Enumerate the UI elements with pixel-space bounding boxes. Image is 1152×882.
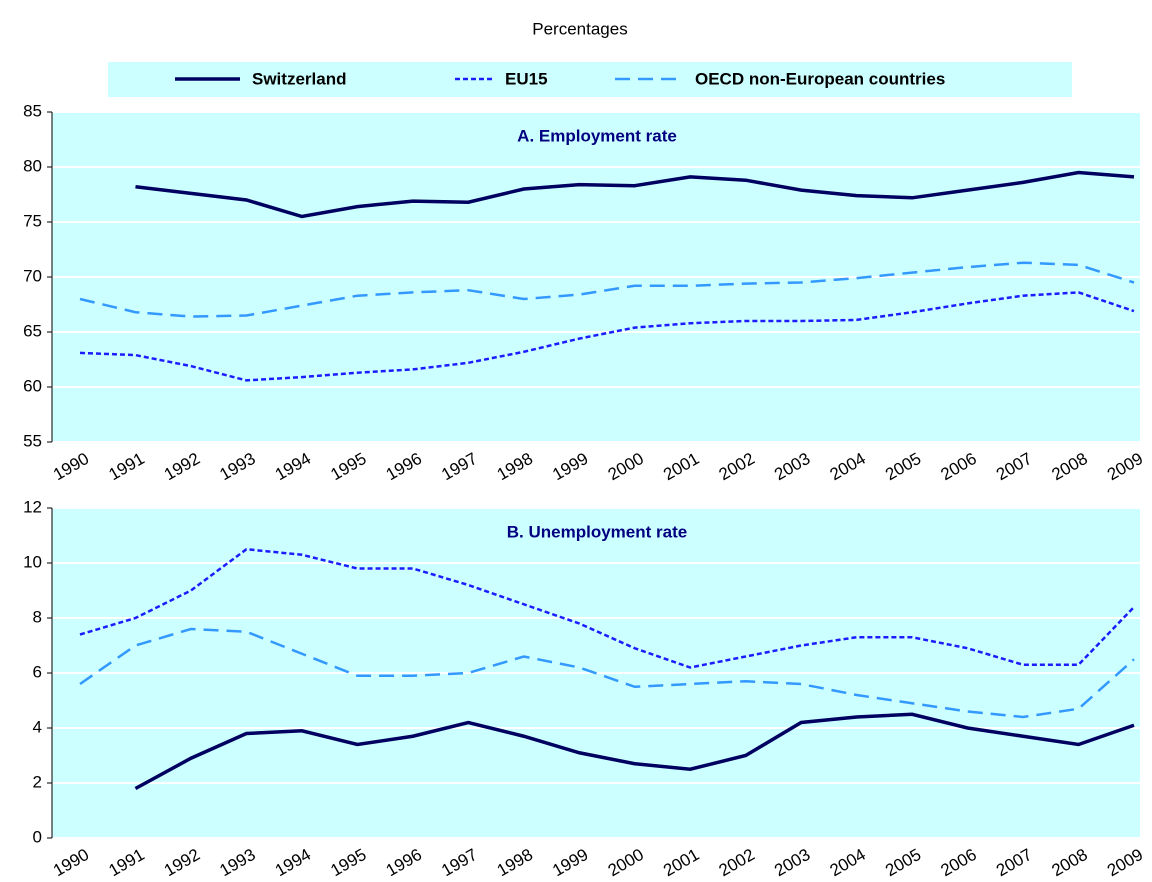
x-tick-label: 1998 [494,845,536,880]
y-tick-label: 10 [23,552,42,571]
x-tick-label: 2007 [993,845,1035,880]
x-tick-label: 2009 [1104,449,1146,484]
x-tick-label: 2003 [771,845,813,880]
y-tick-label: 2 [33,772,42,791]
x-tick-label: 1990 [50,449,92,484]
x-tick-label: 1991 [105,449,147,484]
series-line [79,291,1135,382]
x-tick-label: 1997 [438,845,480,880]
x-tick-label: 2001 [660,449,702,484]
x-tick-label: 1990 [50,845,92,880]
x-tick-label: 1993 [216,845,258,880]
series-line [134,712,1135,791]
legend-label: OECD non-European countries [695,69,945,88]
series-line [79,261,1135,318]
x-tick-label: 2006 [938,449,980,484]
legend-label: Switzerland [252,69,346,88]
x-tick-label: 2009 [1104,845,1146,880]
legend-box [108,62,1072,97]
y-tick-label: 65 [23,321,42,340]
y-tick-label: 85 [23,101,42,120]
series-line [79,547,1135,669]
x-tick-label: 2002 [716,845,758,880]
x-tick-label: 1998 [494,449,536,484]
x-tick-label: 1994 [272,449,314,484]
legend-label: EU15 [505,69,548,88]
x-tick-label: 2000 [605,845,647,880]
x-tick-label: 1991 [105,845,147,880]
y-tick-label: 12 [23,497,42,516]
y-tick-label: 4 [33,717,42,736]
y-tick-label: 8 [33,607,42,626]
x-tick-label: 2007 [993,449,1035,484]
x-tick-label: 2002 [716,449,758,484]
y-tick-label: 0 [33,827,42,846]
x-tick-label: 1997 [438,449,480,484]
y-tick-label: 70 [23,266,42,285]
x-tick-label: 2004 [827,845,869,880]
x-tick-label: 2004 [827,449,869,484]
y-tick-label: 55 [23,431,42,450]
panel-title: B. Unemployment rate [507,522,687,541]
y-tick-label: 6 [33,662,42,681]
x-tick-label: 1995 [327,845,369,880]
x-tick-label: 1999 [549,845,591,880]
x-tick-label: 2008 [1049,449,1091,484]
x-tick-label: 1999 [549,449,591,484]
x-tick-label: 2005 [882,845,924,880]
y-tick-label: 60 [23,376,42,395]
x-tick-label: 1992 [161,845,203,880]
y-tick-label: 80 [23,156,42,175]
chart-subtitle: Percentages [532,19,627,38]
x-tick-label: 2006 [938,845,980,880]
x-tick-label: 2003 [771,449,813,484]
x-tick-label: 2005 [882,449,924,484]
y-tick-label: 75 [23,211,42,230]
x-tick-label: 1996 [383,449,425,484]
panel-title: A. Employment rate [517,126,677,145]
x-tick-label: 1993 [216,449,258,484]
series-line [135,170,1135,219]
x-tick-label: 2000 [605,449,647,484]
series-line [79,627,1135,719]
x-tick-label: 1995 [327,449,369,484]
x-tick-label: 1992 [161,449,203,484]
x-tick-label: 2008 [1049,845,1091,880]
x-tick-label: 1994 [272,845,314,880]
x-tick-label: 1996 [383,845,425,880]
x-tick-label: 2001 [660,845,702,880]
